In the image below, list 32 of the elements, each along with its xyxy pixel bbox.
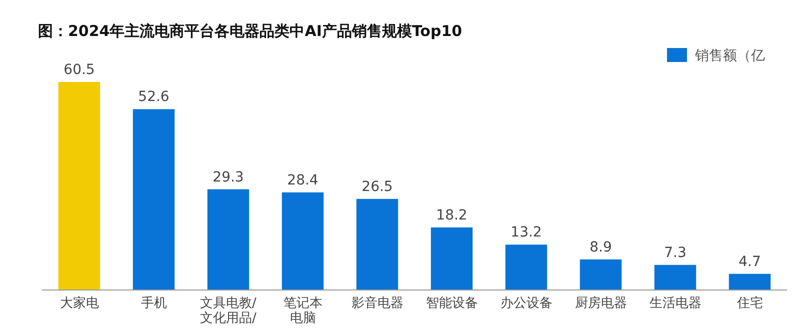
data-label: 13.2 xyxy=(510,224,542,241)
bar xyxy=(580,259,622,290)
data-label: 52.6 xyxy=(138,89,170,106)
bar xyxy=(356,198,398,290)
x-tick-label: 影音电器 xyxy=(351,296,404,311)
x-tick-label: 手机 xyxy=(140,296,167,311)
data-label: 28.4 xyxy=(287,172,318,188)
x-tick-label: 办公设备 xyxy=(500,296,552,311)
data-label: 60.5 xyxy=(64,62,95,78)
x-tick-label: 智能设备 xyxy=(426,296,478,311)
data-label: 18.2 xyxy=(436,207,468,224)
bar xyxy=(654,264,696,290)
x-tick-label: 笔记本电脑 xyxy=(283,296,322,326)
bar xyxy=(728,274,771,290)
data-label: 8.9 xyxy=(590,239,612,256)
legend-label: 销售额（亿 xyxy=(694,48,765,64)
x-tick-label: 住宅 xyxy=(736,295,763,311)
data-label: 29.3 xyxy=(212,169,244,186)
x-tick-label: 生活电器 xyxy=(649,296,702,311)
bar xyxy=(58,82,100,290)
bar xyxy=(132,109,175,290)
data-label: 26.5 xyxy=(362,178,393,195)
bar xyxy=(207,189,250,290)
x-tick-label: 大家电 xyxy=(60,295,99,311)
x-tick-label: 文具电教/文化用品/ xyxy=(200,296,258,326)
data-label: 4.7 xyxy=(738,254,761,270)
bar xyxy=(430,227,473,290)
bar xyxy=(505,244,548,290)
x-tick-label: 厨房电器 xyxy=(574,295,627,311)
chart-title: 图：2024年主流电商平台各电器品类中AI产品销售规模Top10 xyxy=(38,22,462,40)
data-label: 7.3 xyxy=(664,244,686,261)
bar xyxy=(282,192,324,290)
